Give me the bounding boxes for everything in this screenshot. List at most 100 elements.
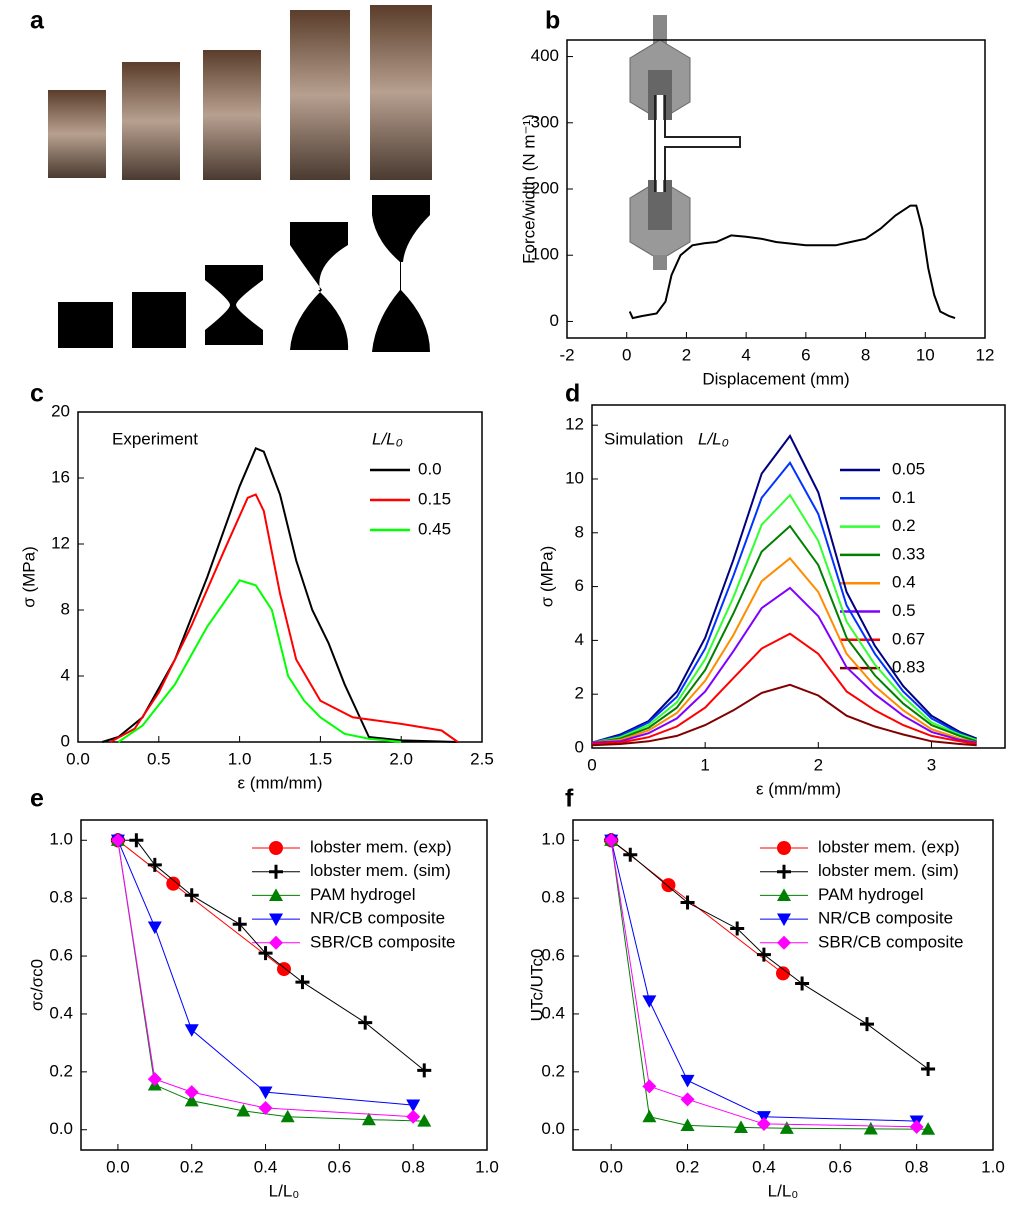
data-point: [864, 1122, 878, 1135]
data-point: [681, 1075, 695, 1088]
panel-label: a: [30, 7, 45, 35]
x-tick-label: 0.2: [676, 1157, 700, 1176]
y-axis-label: σ (MPa): [19, 546, 38, 608]
y-tick-label: 8: [61, 599, 70, 618]
legend-marker: [777, 865, 791, 879]
y-axis-label: σ (MPa): [537, 546, 556, 608]
data-point: [148, 858, 162, 872]
legend-label: 0.15: [418, 489, 451, 508]
x-tick-label: 0.0: [599, 1157, 623, 1176]
x-axis-label: L/L₀: [269, 1181, 300, 1200]
legend-marker: [269, 914, 283, 927]
legend-label: NR/CB composite: [310, 909, 445, 928]
legend-label: PAM hydrogel: [818, 885, 924, 904]
grip-inset: [630, 15, 740, 270]
legend-label: 0.4: [892, 573, 916, 592]
data-point: [642, 1110, 656, 1123]
data-point: [921, 1122, 935, 1135]
x-tick-label: 0.8: [401, 1157, 425, 1176]
legend-label: 0.67: [892, 629, 925, 648]
x-tick-label: 0: [622, 345, 631, 364]
x-tick-label: 0: [587, 755, 596, 774]
data-line: [118, 840, 284, 969]
legend-marker: [777, 914, 791, 927]
x-axis-label: ε (mm/mm): [756, 779, 841, 798]
panel-label: b: [545, 7, 560, 35]
x-tick-label: 3: [927, 755, 936, 774]
y-tick-label: 16: [51, 467, 70, 486]
data-point: [148, 1072, 162, 1086]
panel-label: f: [565, 785, 574, 813]
data-point: [185, 1024, 199, 1037]
y-tick-label: 1.0: [49, 830, 73, 849]
x-tick-label: 8: [861, 345, 870, 364]
x-tick-label: -2: [559, 345, 574, 364]
x-tick-label: 2.5: [470, 749, 494, 768]
data-point: [129, 833, 143, 847]
legend-label: 0.45: [418, 519, 451, 538]
y-tick-label: 0.2: [49, 1061, 73, 1080]
x-tick-label: 6: [801, 345, 810, 364]
legend-label: lobster mem. (sim): [818, 861, 959, 880]
data-line: [611, 840, 916, 1121]
data-point: [681, 1092, 695, 1106]
legend-label: 0.83: [892, 658, 925, 677]
x-tick-label: 0.5: [147, 749, 171, 768]
legend-label: lobster mem. (exp): [310, 837, 452, 856]
data-line: [118, 840, 424, 1121]
data-point: [921, 1062, 935, 1076]
x-tick-label: 1.0: [228, 749, 252, 768]
x-axis-label: ε (mm/mm): [238, 773, 323, 792]
data-point: [185, 888, 199, 902]
y-tick-label: 0.8: [541, 888, 565, 907]
legend-marker: [777, 888, 791, 901]
y-tick-label: 12: [51, 533, 70, 552]
legend-marker: [269, 888, 283, 901]
x-tick-label: 0.2: [180, 1157, 204, 1176]
data-point: [185, 1085, 199, 1099]
y-tick-label: 0.8: [49, 888, 73, 907]
y-tick-label: 1.0: [541, 830, 565, 849]
data-line: [592, 463, 977, 743]
data-point: [358, 1016, 372, 1030]
x-tick-label: 10: [916, 345, 935, 364]
panel-label: d: [565, 380, 580, 408]
legend-label: NR/CB composite: [818, 909, 953, 928]
legend-marker: [269, 936, 283, 950]
y-tick-label: 400: [531, 46, 559, 65]
legend-label: PAM hydrogel: [310, 885, 416, 904]
y-tick-label: 4: [61, 665, 70, 684]
data-point: [295, 975, 309, 989]
legend-label: 0.0: [418, 459, 442, 478]
data-point: [417, 1063, 431, 1077]
data-point: [860, 1017, 874, 1031]
legend-label: 0.05: [892, 459, 925, 478]
y-tick-label: 0.0: [49, 1119, 73, 1138]
x-tick-label: 1.0: [475, 1157, 499, 1176]
y-axis-label: σc/σc0: [27, 959, 46, 1011]
x-tick-label: 4: [741, 345, 750, 364]
legend-marker: [269, 865, 283, 879]
page: {"panel_a":{"panel_label":"a"}, "chart_d…: [0, 0, 1015, 1214]
y-tick-label: 0.2: [541, 1061, 565, 1080]
y-axis-label: UTc/UTc0: [527, 949, 546, 1022]
specimen-photos: [48, 5, 432, 180]
y-axis-label: Force/width (N m⁻¹): [519, 114, 538, 264]
figure: a b-20246810120100200300400Displacement …: [0, 0, 1015, 1209]
legend-label: 0.2: [892, 516, 916, 535]
annotation: Simulation: [604, 429, 683, 448]
data-point: [148, 922, 162, 935]
legend-label: lobster mem. (sim): [310, 861, 451, 880]
legend-title: L/L₀: [698, 429, 729, 448]
annotation: Experiment: [112, 429, 198, 448]
data-point: [681, 896, 695, 910]
data-point: [757, 1117, 771, 1131]
y-tick-label: 0: [550, 311, 559, 330]
y-tick-label: 0: [61, 731, 70, 750]
x-tick-label: 0.4: [752, 1157, 776, 1176]
legend-label: 0.33: [892, 544, 925, 563]
legend-marker: [269, 841, 283, 855]
x-axis-label: Displacement (mm): [702, 369, 849, 388]
x-tick-label: 2.0: [389, 749, 413, 768]
panel-label: c: [30, 380, 44, 408]
